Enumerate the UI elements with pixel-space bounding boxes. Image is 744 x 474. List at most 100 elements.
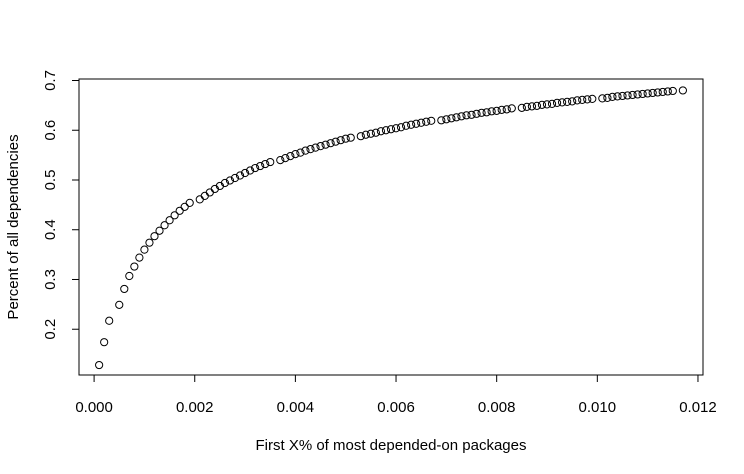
data-point: [532, 101, 542, 110]
data-point: [120, 284, 129, 294]
data-point: [296, 148, 305, 157]
data-point: [422, 117, 431, 126]
data-point: [527, 102, 537, 111]
data-point: [371, 128, 381, 137]
data-point: [643, 89, 652, 98]
y-tick-label: 0.3: [42, 269, 59, 290]
x-axis: 0.000 0.002 0.004 0.006 0.008 0.010 0.012: [75, 374, 717, 416]
data-point: [648, 88, 657, 98]
data-point: [396, 123, 406, 132]
data-point: [220, 178, 230, 188]
data-point: [452, 113, 461, 122]
y-tick-label: 0.7: [42, 70, 59, 91]
y-axis-title: Percent of all dependencies: [5, 134, 22, 319]
data-point: [225, 176, 235, 185]
data-point: [336, 136, 345, 145]
data-point: [391, 124, 401, 133]
data-point: [125, 271, 134, 281]
data-point: [321, 140, 330, 149]
data-point: [341, 134, 350, 143]
data-point: [552, 98, 562, 107]
data-point: [578, 95, 587, 104]
data-point: [245, 166, 255, 175]
data-point: [482, 108, 491, 117]
data-point: [563, 97, 572, 106]
data-point: [281, 153, 290, 163]
data-point: [401, 121, 411, 130]
y-axis: 0.2 0.3 0.4 0.5 0.6 0.7: [42, 70, 80, 340]
data-point: [276, 155, 285, 165]
data-point: [266, 157, 275, 167]
data-point: [628, 90, 637, 100]
data-point: [437, 116, 446, 125]
data-point: [507, 104, 516, 113]
data-point: [301, 146, 310, 155]
data-point: [145, 238, 154, 247]
data-point: [230, 173, 240, 183]
data-point: [386, 125, 396, 134]
data-point: [658, 87, 667, 97]
data-point: [573, 96, 582, 105]
data-point: [326, 139, 335, 148]
data-point: [316, 142, 325, 151]
data-point: [633, 90, 642, 99]
x-axis-title: First X% of most depended-on packages: [256, 437, 527, 454]
data-point: [130, 262, 139, 271]
data-point: [170, 211, 179, 220]
data-point: [175, 206, 184, 215]
data-point: [261, 159, 270, 169]
y-tick-label: 0.5: [42, 170, 59, 191]
data-point: [331, 137, 340, 146]
data-point: [568, 97, 577, 106]
data-point: [547, 99, 557, 108]
data-point: [376, 127, 386, 136]
data-point: [618, 91, 627, 101]
data-point: [150, 232, 159, 241]
data-point: [240, 168, 250, 178]
data-point: [105, 316, 114, 325]
data-point: [638, 89, 647, 99]
data-point: [140, 245, 149, 254]
data-point: [583, 95, 592, 104]
data-point: [291, 150, 300, 159]
y-tick-label: 0.4: [42, 219, 59, 240]
data-point: [457, 112, 466, 121]
data-point: [462, 111, 471, 120]
data-point: [180, 202, 189, 211]
data-point: [356, 132, 365, 141]
data-point: [412, 119, 421, 128]
x-tick-label: 0.002: [176, 399, 214, 416]
data-point: [537, 100, 547, 109]
y-tick-label: 0.2: [42, 319, 59, 340]
data-point: [653, 88, 662, 97]
data-point: [663, 87, 672, 96]
data-point: [155, 226, 164, 235]
data-point: [613, 92, 622, 101]
data-point: [467, 110, 476, 119]
data-point: [381, 126, 391, 135]
data-points: [95, 86, 687, 370]
x-tick-label: 0.004: [277, 399, 315, 416]
data-point: [115, 300, 124, 309]
data-point: [517, 103, 526, 112]
data-point: [588, 94, 597, 103]
data-point: [407, 120, 416, 129]
data-point: [346, 133, 355, 142]
data-point: [95, 360, 104, 370]
x-tick-label: 0.006: [377, 399, 415, 416]
data-point: [165, 216, 174, 225]
data-point: [542, 100, 552, 109]
data-point: [477, 108, 486, 117]
data-point: [427, 116, 436, 125]
data-point: [497, 105, 506, 114]
data-point: [678, 86, 687, 95]
data-point: [200, 191, 209, 201]
data-point: [442, 115, 451, 124]
data-point: [447, 114, 456, 123]
data-point: [185, 198, 194, 207]
y-tick-label: 0.6: [42, 120, 59, 141]
plot-frame: [78, 78, 704, 376]
x-tick-label: 0.000: [75, 399, 113, 416]
x-tick-label: 0.008: [478, 399, 516, 416]
